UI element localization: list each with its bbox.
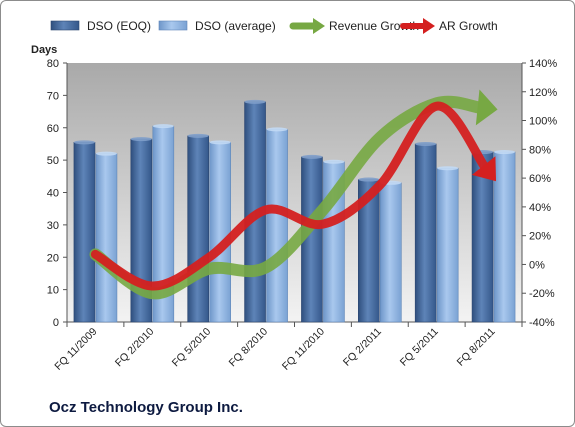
y2-tick-label: 140%	[529, 58, 557, 70]
y-tick-label: 30	[47, 220, 59, 232]
legend-label-dso-eoq: DSO (EOQ)	[87, 19, 151, 33]
y2-tick-label: 80%	[529, 144, 551, 156]
bar	[187, 135, 209, 323]
y2-tick-label: 60%	[529, 173, 551, 185]
revenue-growth-line	[89, 95, 486, 300]
y-tick-label: 40	[47, 188, 59, 200]
y2-tick-label: 100%	[529, 116, 557, 128]
y-tick-label: 60	[47, 123, 59, 135]
y2-tick-label: 40%	[529, 202, 551, 214]
bar-cap	[187, 133, 209, 138]
x-tick-label: FQ 5/2011	[398, 326, 441, 369]
revenue-growth-arrowhead	[475, 89, 498, 126]
y2-tick-label: 0%	[529, 259, 545, 271]
y-tick-label: 0	[53, 317, 59, 329]
x-tick-label: FQ 11/2010	[280, 326, 327, 373]
bar	[95, 153, 118, 323]
bar-cap	[358, 177, 380, 182]
bar-cap	[301, 154, 323, 159]
bar	[266, 129, 288, 323]
bar	[493, 151, 516, 323]
ar-growth-line	[90, 101, 490, 291]
bar-cap	[130, 137, 152, 142]
x-tick-label: FQ 11/2009	[52, 326, 99, 373]
y-tick-label: 80	[47, 58, 59, 70]
x-tick-label: FQ 5/2010	[170, 326, 214, 370]
legend: DSO (EOQ) DSO (average) Revenue Growth AR G…	[50, 18, 498, 34]
bar-cap	[209, 140, 231, 145]
y2-tick-label: 120%	[529, 87, 557, 99]
x-tick-label: FQ 8/2010	[227, 326, 271, 370]
legend-label-ar-growth: AR Growth	[439, 19, 498, 33]
bar	[414, 143, 437, 323]
bar-cap	[437, 166, 459, 171]
x-tick-label: FQ 2/2011	[341, 326, 384, 369]
legend-swatch-dso-average	[158, 20, 188, 31]
y-tick-label: 10	[47, 285, 59, 297]
bar	[209, 142, 231, 323]
bar	[380, 182, 402, 323]
legend-swatch-arrowhead-ar-growth	[423, 18, 435, 34]
bar-cap	[266, 127, 288, 132]
x-tick-label: FQ 8/2011	[455, 326, 498, 369]
y2-tick-label: -40%	[529, 317, 555, 329]
legend-swatch-dso-eoq	[50, 20, 80, 31]
y-axis-label: Days	[31, 44, 57, 56]
legend-label-dso-average: DSO (average)	[195, 19, 276, 33]
chart-title: Ocz Technology Group Inc.	[49, 399, 243, 416]
legend-label-revenue-growth: Revenue Growth	[329, 19, 419, 33]
bar	[73, 142, 96, 323]
y-tick-label: 70	[47, 90, 59, 102]
y2-tick-label: 20%	[529, 231, 551, 243]
bar-cap	[152, 124, 174, 129]
bar-cap	[415, 141, 437, 146]
y-tick-label: 20	[47, 252, 59, 264]
ar-growth-arrowhead	[471, 156, 497, 182]
bar-cap	[95, 151, 117, 156]
x-tick-label: FQ 2/2010	[113, 326, 157, 370]
bar-cap	[323, 159, 345, 164]
y-tick-label: 50	[47, 155, 59, 167]
lines	[89, 89, 498, 300]
bar-cap	[73, 140, 95, 145]
bar-cap	[494, 150, 516, 155]
y2-tick-label: -20%	[529, 288, 555, 300]
bar	[436, 167, 459, 323]
legend-swatch-arrowhead-revenue-growth	[313, 18, 325, 34]
bar-cap	[244, 99, 266, 104]
